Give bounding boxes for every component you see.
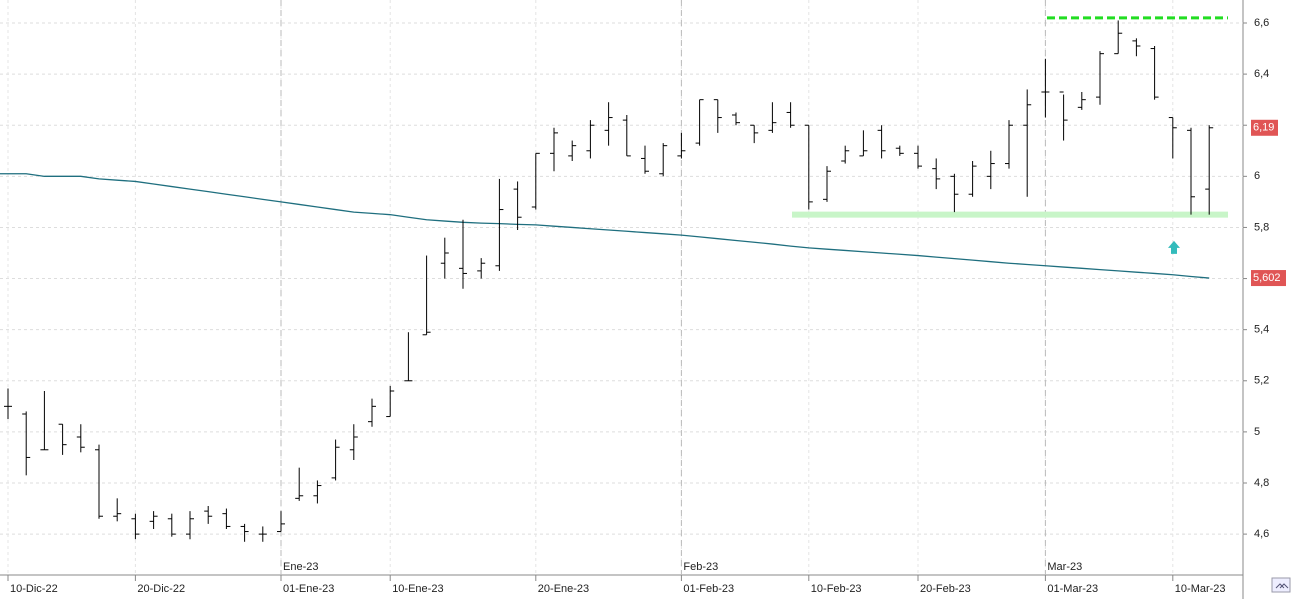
month-label: Ene-23 [283, 561, 318, 573]
y-tick-label: 4,6 [1254, 528, 1269, 540]
month-label: Mar-23 [1047, 561, 1082, 573]
moving-average [0, 173, 1210, 279]
x-tick-label: 20-Ene-23 [538, 583, 589, 595]
x-tick-label: 01-Ene-23 [283, 583, 334, 595]
y-tick-label: 4,8 [1254, 477, 1269, 489]
y-tick-label: 5,8 [1254, 221, 1269, 233]
y-tick-label: 5,2 [1254, 375, 1269, 387]
y-tick-label: 5 [1254, 426, 1260, 438]
y-tick-label: 5,4 [1254, 324, 1269, 336]
y-tick-label: 6,4 [1254, 68, 1269, 80]
price-label-box [1251, 270, 1286, 287]
x-tick-label: 01-Mar-23 [1047, 583, 1098, 595]
x-tick-label: 20-Feb-23 [920, 583, 971, 595]
price-label: 5,602 [1253, 272, 1281, 284]
x-tick-label: 01-Feb-23 [683, 583, 734, 595]
x-tick-label: 10-Ene-23 [392, 583, 443, 595]
y-tick-label: 6,6 [1254, 17, 1269, 29]
x-tick-label: 20-Dic-22 [137, 583, 185, 595]
arrow [1168, 240, 1180, 254]
x-tick-label: 10-Mar-23 [1175, 583, 1226, 595]
month-label: Feb-23 [683, 561, 718, 573]
price-label: 6,19 [1253, 122, 1274, 134]
scroll-icon [1275, 583, 1289, 589]
y-tick-label: 6 [1254, 170, 1260, 182]
x-tick-label: 10-Dic-22 [10, 583, 58, 595]
x-tick-label: 10-Feb-23 [811, 583, 862, 595]
price-label-box [1251, 119, 1278, 136]
